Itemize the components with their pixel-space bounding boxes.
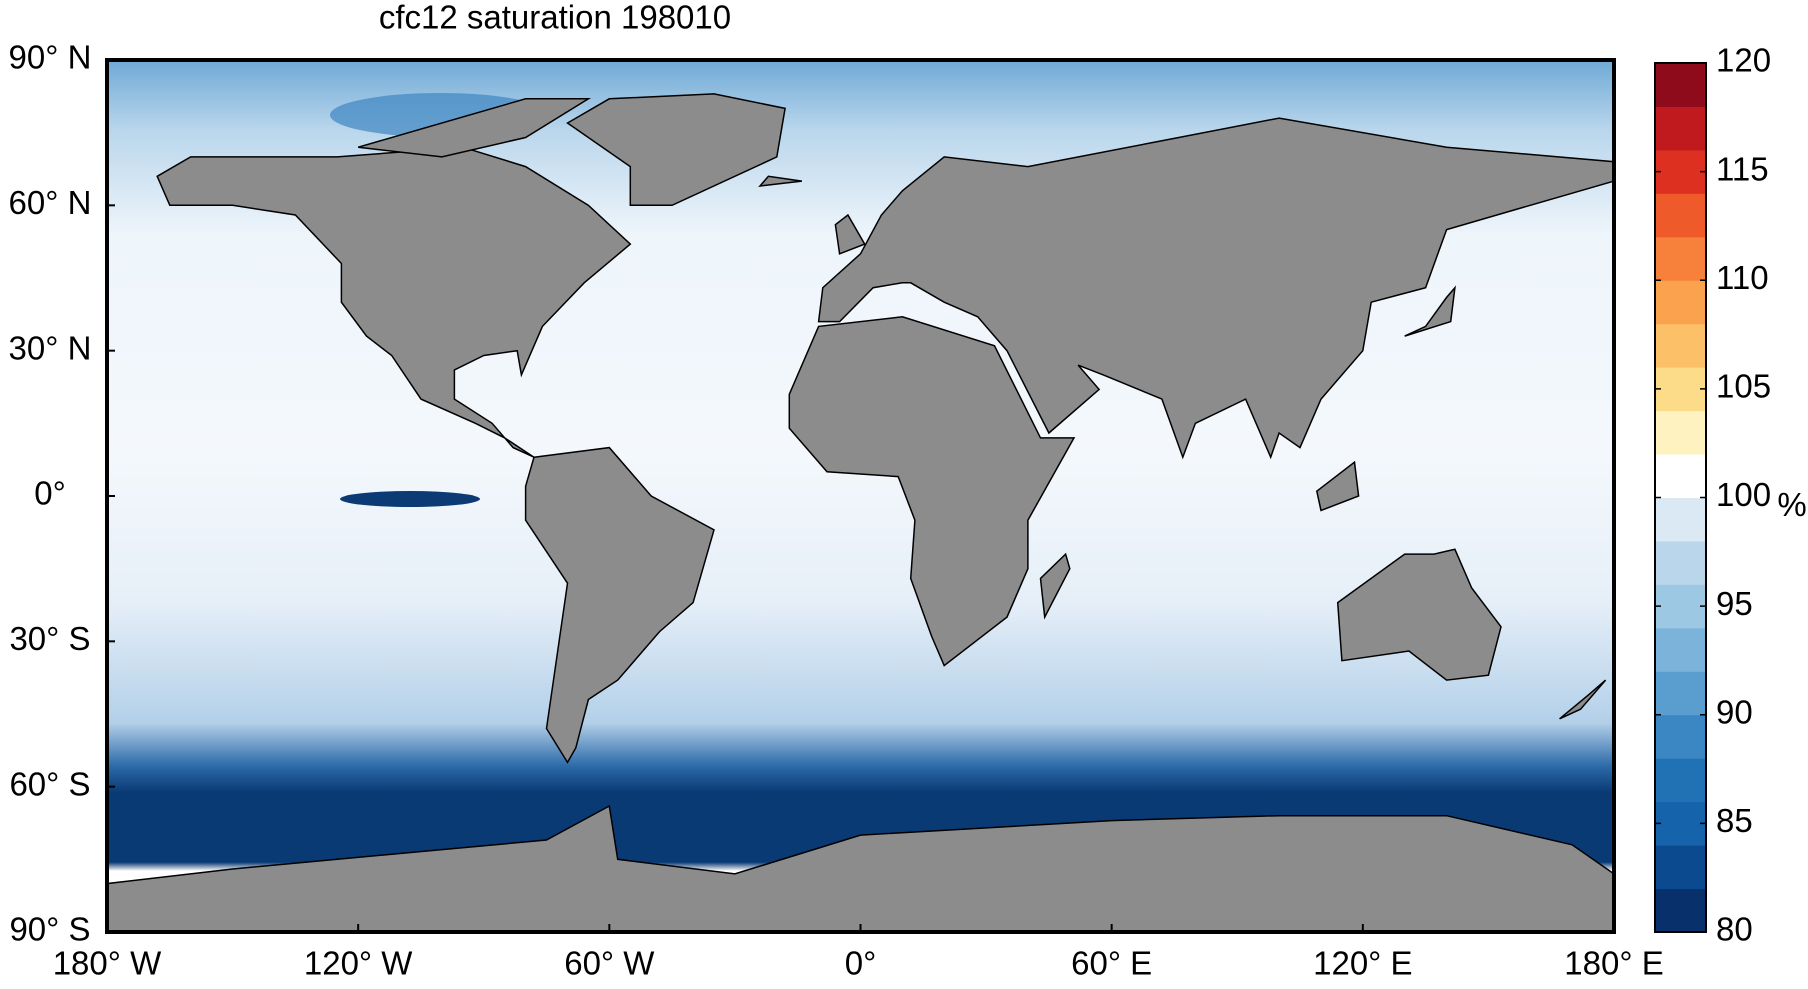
colorbar-band [1655,149,1706,194]
lon-tick-label: 60° W [564,945,655,982]
lat-tick-label: 90° N [9,39,92,76]
colorbar-tick-label: 90 [1716,693,1753,730]
landmass [1336,548,1502,681]
lon-tick-label: 0° [845,945,877,982]
lat-tick-label: 60° N [9,184,92,221]
landmass [834,213,866,255]
colorbar-band [1655,758,1706,803]
landmass [1559,679,1607,720]
lat-tick-label: 30° S [9,620,90,657]
colorbar-band [1655,671,1706,716]
equatorial-band [340,491,480,507]
landmass [106,804,1615,933]
lat-tick-label: 0° [34,475,66,512]
lat-tick-label: 30° N [9,329,92,366]
colorbar-band [1655,627,1706,672]
landmass [524,446,715,764]
lon-tick-label: 120° W [304,945,413,982]
colorbar-tick-label: 100 [1716,476,1771,513]
landmass [817,117,1615,460]
colorbar-tick-label: 95 [1716,585,1753,622]
colorbar-band [1655,540,1706,585]
colorbar-tick-label: 80 [1716,911,1753,948]
colorbar-band [1655,888,1706,933]
lat-tick-label: 60° S [9,765,90,802]
colorbar-band [1655,106,1706,151]
landmass [1039,552,1071,620]
colorbar-band [1655,584,1706,629]
colorbar-band [1655,410,1706,455]
colorbar: 80 85 90 95 100 105 110 115 120% [1654,42,1807,948]
colorbar-band [1655,497,1706,542]
land [106,93,1615,933]
colorbar-band [1655,714,1706,759]
map-title: cfc12 saturation 198010 [379,0,731,36]
landmass [1404,285,1456,337]
landmass [566,93,786,207]
colorbar-band [1655,454,1706,498]
colorbar-band [1655,845,1706,890]
colorbar-band [1655,63,1706,107]
lon-tick-label: 180° W [53,945,162,982]
landmass [788,316,1076,667]
colorbar-band [1655,323,1706,368]
colorbar-tick-label: 115 [1716,150,1769,187]
lon-tick-label: 120° E [1313,945,1412,982]
colorbar-band [1655,193,1706,238]
map-area [105,58,1616,934]
colorbar-band [1655,236,1706,281]
colorbar-tick-label: 120 [1716,42,1771,79]
colorbar-label: % [1777,486,1806,523]
landmass [156,146,632,458]
colorbar-tick-label: 110 [1716,259,1769,296]
landmass [357,98,592,158]
lat-tick-label: 90° S [9,911,90,948]
lon-tick-label: 180° E [1564,945,1663,982]
lon-tick-label: 60° E [1071,945,1152,982]
colorbar-band [1655,280,1706,325]
colorbar-band [1655,801,1706,846]
colorbar-tick-label: 85 [1716,802,1753,839]
colorbar-tick-label: 105 [1716,368,1771,405]
colorbar-band [1655,367,1706,412]
landmass [758,175,803,187]
landmass [1315,460,1360,512]
